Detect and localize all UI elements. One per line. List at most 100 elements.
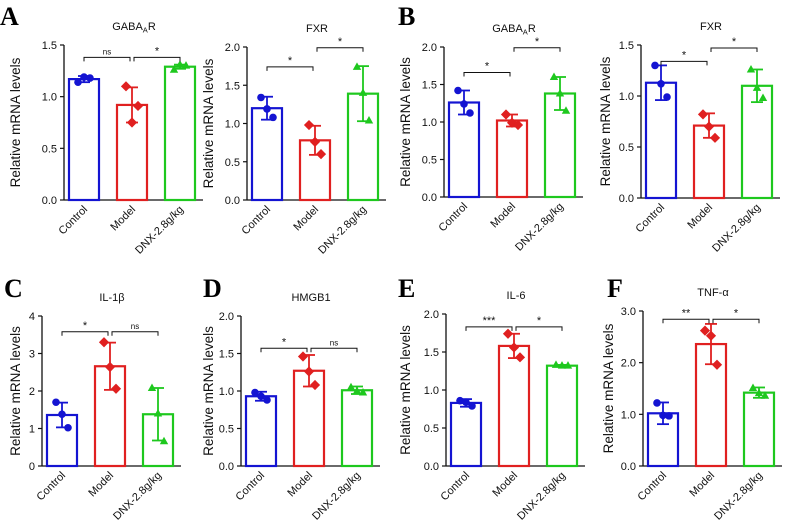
data-point <box>169 65 179 73</box>
chart-panel-a1: 0.0 0.5 1.0 1.5 Relative mRNA levels GABAAR Co… <box>8 21 203 257</box>
x-tick-label: Control <box>57 204 91 238</box>
data-point <box>748 383 758 391</box>
chart-title-subscript: A <box>523 28 528 37</box>
significance-bracket-0 <box>662 318 710 324</box>
y-axis-label: Relative mRNA levels <box>201 326 216 456</box>
x-tick-label: Model <box>490 470 520 500</box>
y-tick-label: 1.0 <box>42 92 57 104</box>
y-tick-label: 3.0 <box>621 306 636 318</box>
x-tick-label: DNX-2.8g/kg <box>513 201 566 254</box>
significance-bracket-0 <box>660 60 708 66</box>
data-point <box>358 88 368 96</box>
y-axis-label: Relative mRNA levels <box>8 326 23 456</box>
y-tick-label: 0.5 <box>225 157 240 169</box>
y-tick-label: 0.0 <box>621 461 636 473</box>
chart-title: HMGB1 <box>291 292 330 304</box>
x-tick-label: DNX-2.8g/kg <box>133 204 186 257</box>
data-point <box>657 79 665 88</box>
significance-bracket-1 <box>712 318 760 324</box>
x-tick-label: DNX-2.8g/kg <box>515 470 568 523</box>
y-tick-label: 1.0 <box>424 385 439 397</box>
bar-2 <box>742 391 776 468</box>
bar-2 <box>545 364 579 468</box>
y-tick-label: 1.5 <box>424 347 439 359</box>
data-point <box>257 93 265 102</box>
x-tick-label: Model <box>291 204 321 234</box>
panel-letter-a: A <box>0 2 19 31</box>
y-tick-label: 3 <box>29 349 35 361</box>
data-point <box>52 398 60 407</box>
y-axis-label: Relative mRNA levels <box>201 58 216 188</box>
y-tick-label: 0.0 <box>225 195 240 207</box>
data-point <box>58 410 66 419</box>
x-tick-label: Control <box>636 470 670 504</box>
y-axis-label: Relative mRNA levels <box>398 325 413 455</box>
data-point <box>709 132 721 143</box>
data-point <box>303 119 315 131</box>
data-point <box>80 73 88 81</box>
bar-0 <box>447 101 481 199</box>
data-point <box>500 109 512 120</box>
y-tick-label: 1.5 <box>42 40 57 52</box>
chart-panel-c: 0 1 2 3 4 Relative mRNA levels IL-1β Control Mod… <box>8 292 181 523</box>
y-tick-label: 0.5 <box>219 424 234 436</box>
x-tick-label: Model <box>86 470 116 500</box>
data-point <box>561 106 571 114</box>
chart-title: FXR <box>306 23 328 35</box>
data-point <box>555 89 565 97</box>
data-point <box>352 386 362 394</box>
y-tick-label: 1.5 <box>422 80 437 92</box>
data-point <box>251 388 259 397</box>
significance-label-0: * <box>288 55 293 67</box>
x-tick-label: DNX-2.8g/kg <box>310 470 363 523</box>
y-tick-label: 0.0 <box>42 195 57 207</box>
significance-label-0: ns <box>103 47 111 56</box>
data-point <box>181 61 191 69</box>
data-point <box>502 328 514 339</box>
chart-panel-a2: 0.0 0.5 1.0 1.5 2.0 Relative mRNA levels FXR Co… <box>201 23 386 257</box>
significance-label-0: *** <box>483 315 497 327</box>
data-point <box>651 61 659 70</box>
chart-title: IL-1β <box>99 292 124 304</box>
data-point <box>699 325 711 336</box>
chart-panel-b1: 0.0 0.5 1.0 1.5 2.0 Relative mRNA levels GABAA… <box>398 23 583 254</box>
y-tick-label: 2.0 <box>219 311 234 323</box>
data-point <box>468 402 476 410</box>
x-tick-label: Model <box>108 204 138 234</box>
bar-0 <box>244 395 278 468</box>
significance-bracket-1 <box>111 331 159 336</box>
data-point <box>746 64 756 73</box>
chart-panel-f: 0.0 1.0 2.0 3.0 Relative mRNA levels TNF-α Con… <box>601 287 782 523</box>
significance-bracket-0 <box>463 72 511 77</box>
y-tick-label: 0 <box>29 461 35 473</box>
data-point <box>703 121 715 132</box>
data-point <box>309 136 321 147</box>
chart-panel-e: 0.0 0.5 1.0 1.5 2.0 Relative mRNA levels IL-6 C… <box>398 290 585 523</box>
y-tick-label: 0.0 <box>219 461 234 473</box>
data-point <box>86 74 94 82</box>
bar-0 <box>250 107 284 202</box>
data-point <box>711 359 723 370</box>
y-axis-label: Relative mRNA levels <box>601 323 616 453</box>
y-tick-label: 2 <box>29 386 35 398</box>
y-tick-label: 0.5 <box>422 155 437 167</box>
significance-label-0: * <box>282 336 287 348</box>
data-point <box>352 62 362 70</box>
significance-bracket-1 <box>310 347 358 353</box>
y-tick-label: 0.0 <box>619 193 634 205</box>
significance-bracket-0 <box>260 347 308 353</box>
data-point <box>659 411 667 420</box>
data-point <box>257 392 265 401</box>
y-tick-label: 4 <box>29 311 35 323</box>
chart-title-subscript: A <box>143 26 148 35</box>
x-tick-label: Control <box>234 470 268 504</box>
data-point <box>454 86 462 95</box>
y-tick-label: 2.0 <box>225 42 240 54</box>
data-point <box>358 388 368 396</box>
significance-bracket-1 <box>515 326 563 331</box>
x-tick-label: Model <box>685 202 715 232</box>
data-point <box>508 342 520 353</box>
data-point <box>303 366 315 377</box>
